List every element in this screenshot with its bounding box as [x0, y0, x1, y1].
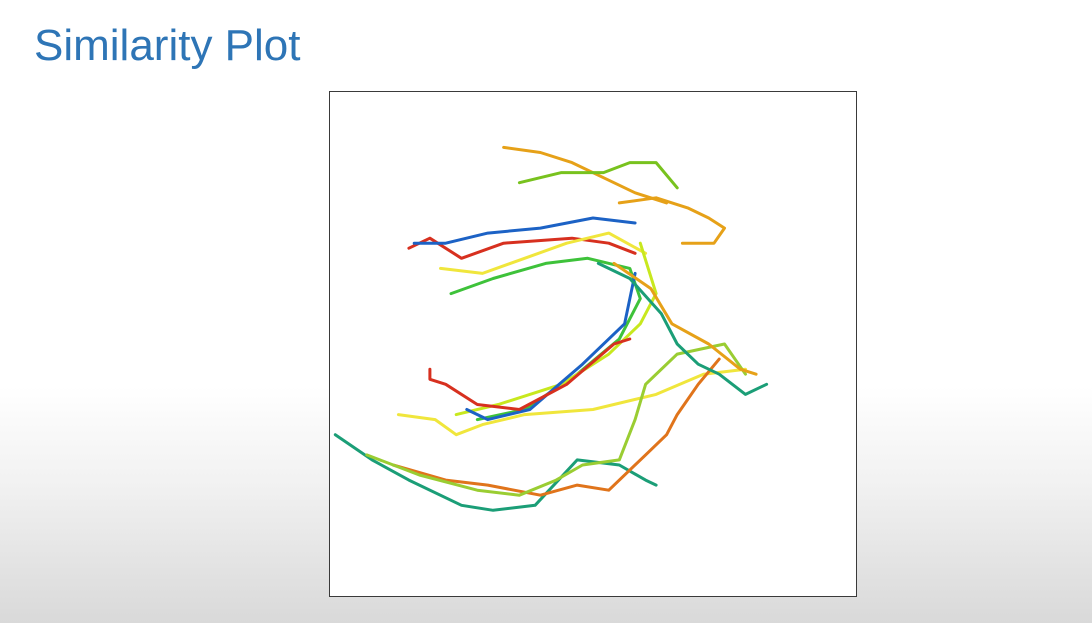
page-title: Similarity Plot — [34, 21, 301, 70]
trajectory-line-5 — [439, 231, 648, 275]
trajectory-line-2 — [502, 145, 669, 205]
trajectory-line-12 — [333, 433, 658, 512]
trajectory-line-4 — [412, 216, 637, 245]
trajectory-line-15 — [596, 261, 769, 396]
trajectory-line-1 — [407, 236, 637, 260]
plot-frame — [329, 91, 857, 597]
trajectory-line-11 — [396, 367, 747, 437]
trajectory-line-16 — [612, 261, 758, 376]
trajectory-line-9 — [465, 271, 637, 422]
trajectory-line-13 — [391, 357, 721, 497]
trajectory-line-7 — [617, 196, 726, 245]
trajectory-line-8 — [454, 241, 658, 417]
trajectory-line-10 — [428, 337, 632, 411]
similarity-plot — [333, 145, 769, 512]
trajectory-line-3 — [517, 161, 679, 190]
